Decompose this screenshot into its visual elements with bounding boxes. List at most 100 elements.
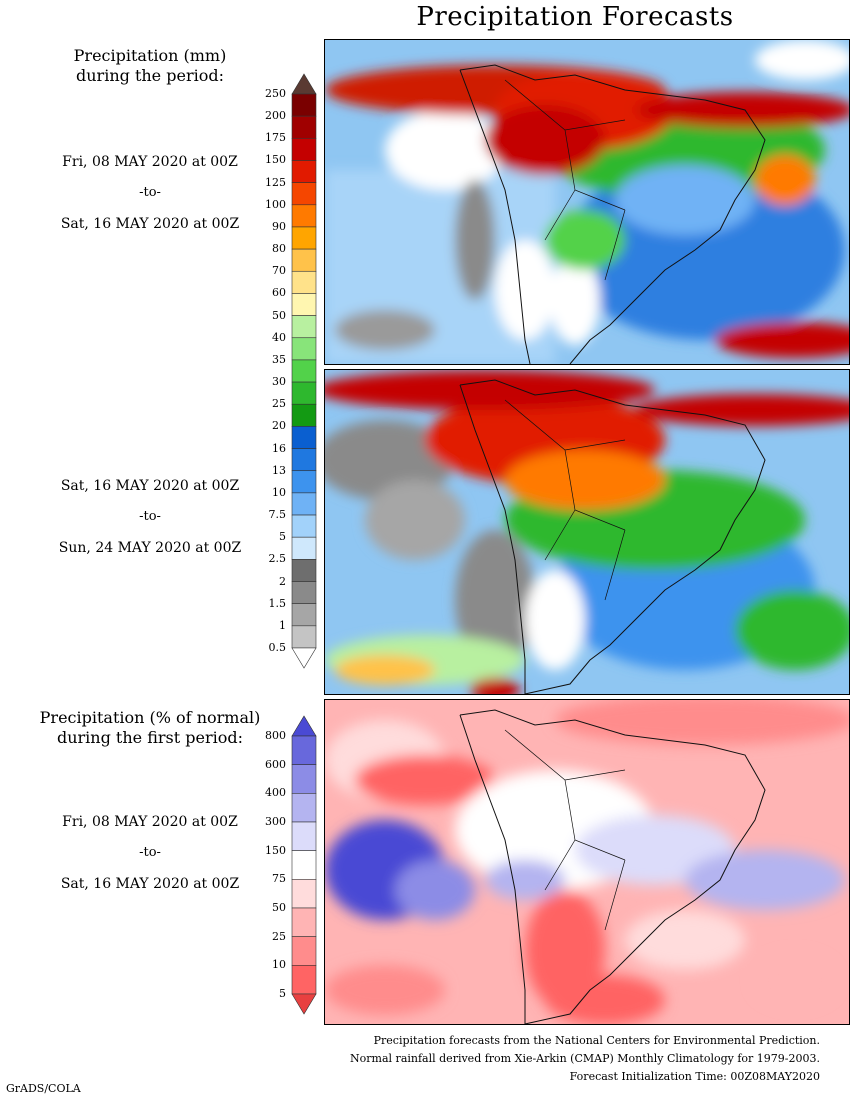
amount-colorbar-swatch [291, 514, 317, 538]
amount-colorbar-swatch [291, 315, 317, 339]
amount-colorbar-swatch [291, 160, 317, 183]
amount-heading-line1: Precipitation (mm) [73, 46, 227, 65]
amount-colorbar-swatch [291, 403, 317, 427]
amount-colorbar-top-arrow [291, 73, 317, 95]
amount-colorbar-bottom-arrow [291, 647, 317, 669]
footer-line-3: Forecast Initialization Time: 00Z08MAY20… [569, 1070, 820, 1083]
amount-colorbar-tick-label: 16 [272, 441, 286, 455]
amount-colorbar-swatch [291, 204, 317, 228]
amount-heading: Precipitation (mm) during the period: [30, 46, 270, 86]
percent-heading-line2: during the first period: [56, 728, 244, 747]
amount-colorbar-tick-label: 1.5 [268, 596, 287, 610]
percent-colorbar-swatch [291, 821, 317, 851]
period-2-label: Sat, 16 MAY 2020 at 00Z -to- Sun, 24 MAY… [40, 476, 260, 558]
amount-colorbar-tick-label: 200 [265, 109, 286, 123]
amount-colorbar-swatch [291, 625, 317, 649]
amount-colorbar-tick-label: 125 [265, 175, 286, 189]
software-credit: GrADS/COLA [6, 1082, 81, 1095]
percent-colorbar-top-arrow [291, 715, 317, 737]
amount-colorbar-tick-label: 30 [272, 375, 286, 389]
amount-colorbar-swatch [291, 470, 317, 494]
amount-colorbar-tick-label: 175 [265, 131, 286, 145]
amount-colorbar-tick-label: 25 [272, 397, 286, 411]
percent-colorbar-tick-label: 25 [272, 929, 286, 943]
amount-heading-line2: during the period: [76, 66, 224, 85]
amount-colorbar-swatch [291, 381, 317, 405]
footer-line-1: Precipitation forecasts from the Nationa… [373, 1034, 820, 1047]
amount-colorbar-swatch [291, 248, 317, 272]
amount-colorbar-svg [291, 73, 317, 669]
amount-colorbar-tick-label: 100 [265, 197, 286, 211]
amount-colorbar-swatch [291, 581, 317, 604]
amount-colorbar-tick-label: 7.5 [268, 508, 287, 522]
percent-colorbar-tick-label: 400 [265, 786, 286, 800]
amount-colorbar: 250 200 175 150 125 100 90 80 70 60 50 40 35 30 25 20 16… [265, 73, 317, 669]
percent-colorbar-swatch [291, 879, 317, 909]
amount-colorbar-tick-label: 80 [272, 242, 286, 256]
amount-colorbar-tick-label: 1 [279, 618, 286, 632]
percent-colorbar-bottom-arrow [291, 993, 317, 1015]
amount-colorbar-tick-label: 50 [272, 308, 286, 322]
percent-heading-line1: Precipitation (% of normal) [39, 708, 261, 727]
amount-colorbar-swatch [291, 603, 317, 627]
percent-colorbar-tick-label: 5 [279, 987, 286, 1000]
percent-heading: Precipitation (% of normal) during the f… [30, 708, 270, 748]
amount-colorbar-tick-label: 20 [272, 419, 286, 433]
amount-colorbar-tick-label: 0.5 [268, 641, 287, 654]
period-2-from: Sat, 16 MAY 2020 at 00Z [60, 478, 240, 494]
period-3-label: Fri, 08 MAY 2020 at 00Z -to- Sat, 16 MAY… [40, 812, 260, 894]
amount-colorbar-swatch [291, 270, 317, 294]
amount-colorbar-swatch [291, 492, 317, 516]
page-title: Precipitation Forecasts [416, 2, 734, 32]
amount-colorbar-tick-label: 10 [272, 485, 286, 499]
forecast-map-week2 [324, 369, 850, 695]
period-1-sep: -to- [139, 185, 161, 200]
amount-colorbar-swatch [291, 138, 317, 161]
amount-colorbar-tick-label: 150 [265, 153, 286, 167]
forecast-map-week1 [324, 39, 850, 365]
percent-colorbar-swatch [291, 850, 317, 880]
amount-colorbar-swatch [291, 559, 317, 582]
percent-colorbar-svg [291, 715, 317, 1015]
percent-colorbar-tick-label: 75 [272, 872, 286, 886]
amount-colorbar-swatch [291, 337, 317, 361]
amount-colorbar-swatch [291, 536, 317, 560]
amount-colorbar-swatch [291, 426, 317, 449]
amount-colorbar-tick-label: 2.5 [268, 552, 287, 566]
footer-notes: Precipitation forecasts from the Nationa… [300, 1032, 820, 1086]
amount-colorbar-swatch [291, 293, 317, 316]
percent-colorbar-tick-label: 800 [265, 729, 286, 742]
percent-colorbar-swatch [291, 907, 317, 937]
percent-colorbar-swatch [291, 764, 317, 794]
percent-colorbar-tick-label: 50 [272, 901, 286, 914]
period-1-label: Fri, 08 MAY 2020 at 00Z -to- Sat, 16 MAY… [40, 152, 260, 234]
amount-colorbar-swatch [291, 448, 317, 472]
amount-colorbar-tick-label: 5 [279, 530, 286, 544]
period-3-to: Sat, 16 MAY 2020 at 00Z [60, 876, 240, 892]
amount-colorbar-swatch [291, 182, 317, 206]
amount-colorbar-tick-label: 90 [272, 219, 286, 233]
percent-colorbar-swatch [291, 735, 317, 765]
percent-colorbar-tick-label: 600 [265, 757, 286, 771]
period-3-from: Fri, 08 MAY 2020 at 00Z [62, 814, 238, 830]
percent-colorbar-tick-label: 10 [272, 958, 286, 972]
percent-colorbar-tick-label: 300 [265, 815, 286, 828]
percent-colorbar: 800 600 400 300 150 75 50 25 10 5 [265, 715, 317, 1015]
amount-colorbar-tick-label: 60 [272, 286, 286, 300]
period-2-to: Sun, 24 MAY 2020 at 00Z [58, 540, 242, 556]
percent-colorbar-swatch [291, 936, 317, 966]
amount-colorbar-tick-label: 70 [272, 264, 286, 278]
amount-colorbar-swatch [291, 115, 317, 139]
period-3-sep: -to- [139, 845, 161, 860]
percent-of-normal-map [324, 699, 850, 1025]
percent-colorbar-swatch [291, 965, 317, 995]
amount-colorbar-tick-label: 35 [272, 352, 286, 366]
percent-colorbar-tick-label: 150 [265, 843, 286, 857]
amount-colorbar-swatch [291, 359, 317, 383]
amount-colorbar-tick-label: 2 [279, 574, 286, 588]
period-1-from: Fri, 08 MAY 2020 at 00Z [62, 154, 238, 170]
percent-colorbar-swatch [291, 793, 317, 823]
period-2-sep: -to- [139, 509, 161, 524]
footer-line-2: Normal rainfall derived from Xie-Arkin (… [350, 1052, 820, 1065]
period-1-to: Sat, 16 MAY 2020 at 00Z [60, 216, 240, 232]
